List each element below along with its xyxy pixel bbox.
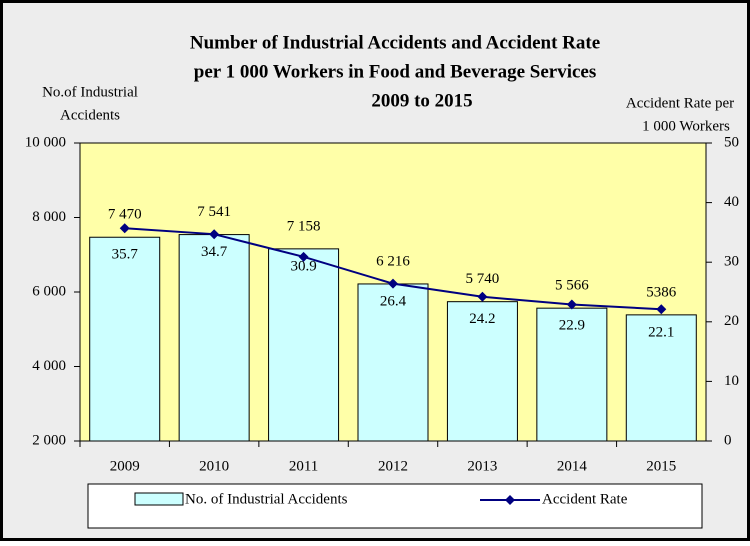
rate-value-label: 34.7	[201, 244, 228, 260]
rate-value-label: 22.9	[559, 318, 585, 334]
rate-value-label: 35.7	[112, 247, 139, 263]
rate-value-label: 26.4	[380, 293, 407, 309]
rate-marker	[298, 251, 309, 262]
chart-title: 2009 to 2015	[371, 90, 472, 111]
y-axis-label: No.of Industrial	[42, 84, 138, 100]
y2-axis-label: 1 000 Workers	[642, 118, 730, 134]
bar-value-label: 5 566	[555, 278, 589, 294]
bar	[625, 314, 697, 442]
y-tick-label: 8 000	[32, 209, 66, 225]
rate-marker	[119, 223, 130, 234]
bar-value-label: 5 740	[466, 271, 500, 287]
bar	[89, 236, 161, 442]
rate-value-label: 30.9	[290, 258, 316, 274]
y2-tick-label: 30	[724, 254, 739, 270]
bar-value-label: 5386	[646, 284, 677, 300]
bar	[357, 283, 429, 442]
y2-tick-label: 50	[724, 134, 739, 150]
bar-value-label: 6 216	[376, 253, 410, 269]
x-tick-label: 2010	[199, 458, 229, 474]
rate-value-label: 22.1	[648, 324, 674, 340]
rate-marker	[477, 291, 488, 302]
y-tick-label: 6 000	[32, 283, 66, 299]
y2-tick-label: 40	[724, 194, 739, 210]
bar-value-label: 7 470	[108, 207, 142, 223]
legend-swatch	[134, 492, 184, 506]
x-tick-label: 2009	[110, 458, 140, 474]
legend-label: Accident Rate	[542, 491, 628, 507]
legend-swatch	[505, 495, 515, 505]
x-tick-label: 2015	[646, 458, 676, 474]
rate-value-label: 24.2	[469, 311, 495, 327]
bar	[178, 234, 250, 442]
rate-marker	[209, 229, 220, 240]
x-tick-label: 2014	[557, 458, 588, 474]
bar-value-label: 7 158	[287, 218, 321, 234]
bar-value-label: 7 541	[197, 204, 231, 220]
y-tick-label: 4 000	[32, 358, 66, 374]
x-tick-label: 2012	[378, 458, 408, 474]
y2-tick-label: 20	[724, 313, 739, 329]
y2-axis-label: Accident Rate per	[626, 95, 734, 111]
y2-tick-label: 10	[724, 373, 739, 389]
chart-title: per 1 000 Workers in Food and Beverage S…	[194, 61, 597, 82]
rate-marker	[656, 304, 667, 315]
chart-title: Number of Industrial Accidents and Accid…	[190, 32, 600, 53]
x-tick-label: 2011	[289, 458, 318, 474]
x-tick-label: 2013	[467, 458, 497, 474]
rate-marker	[566, 299, 577, 310]
rate-marker	[388, 278, 398, 289]
legend	[87, 483, 703, 529]
y2-tick-label: 0	[724, 432, 732, 448]
bar	[268, 248, 340, 442]
legend-label: No. of Industrial Accidents	[185, 491, 348, 507]
y-tick-label: 10 000	[25, 134, 66, 150]
y-tick-label: 2 000	[32, 432, 66, 448]
y-axis-label: Accidents	[60, 107, 120, 123]
